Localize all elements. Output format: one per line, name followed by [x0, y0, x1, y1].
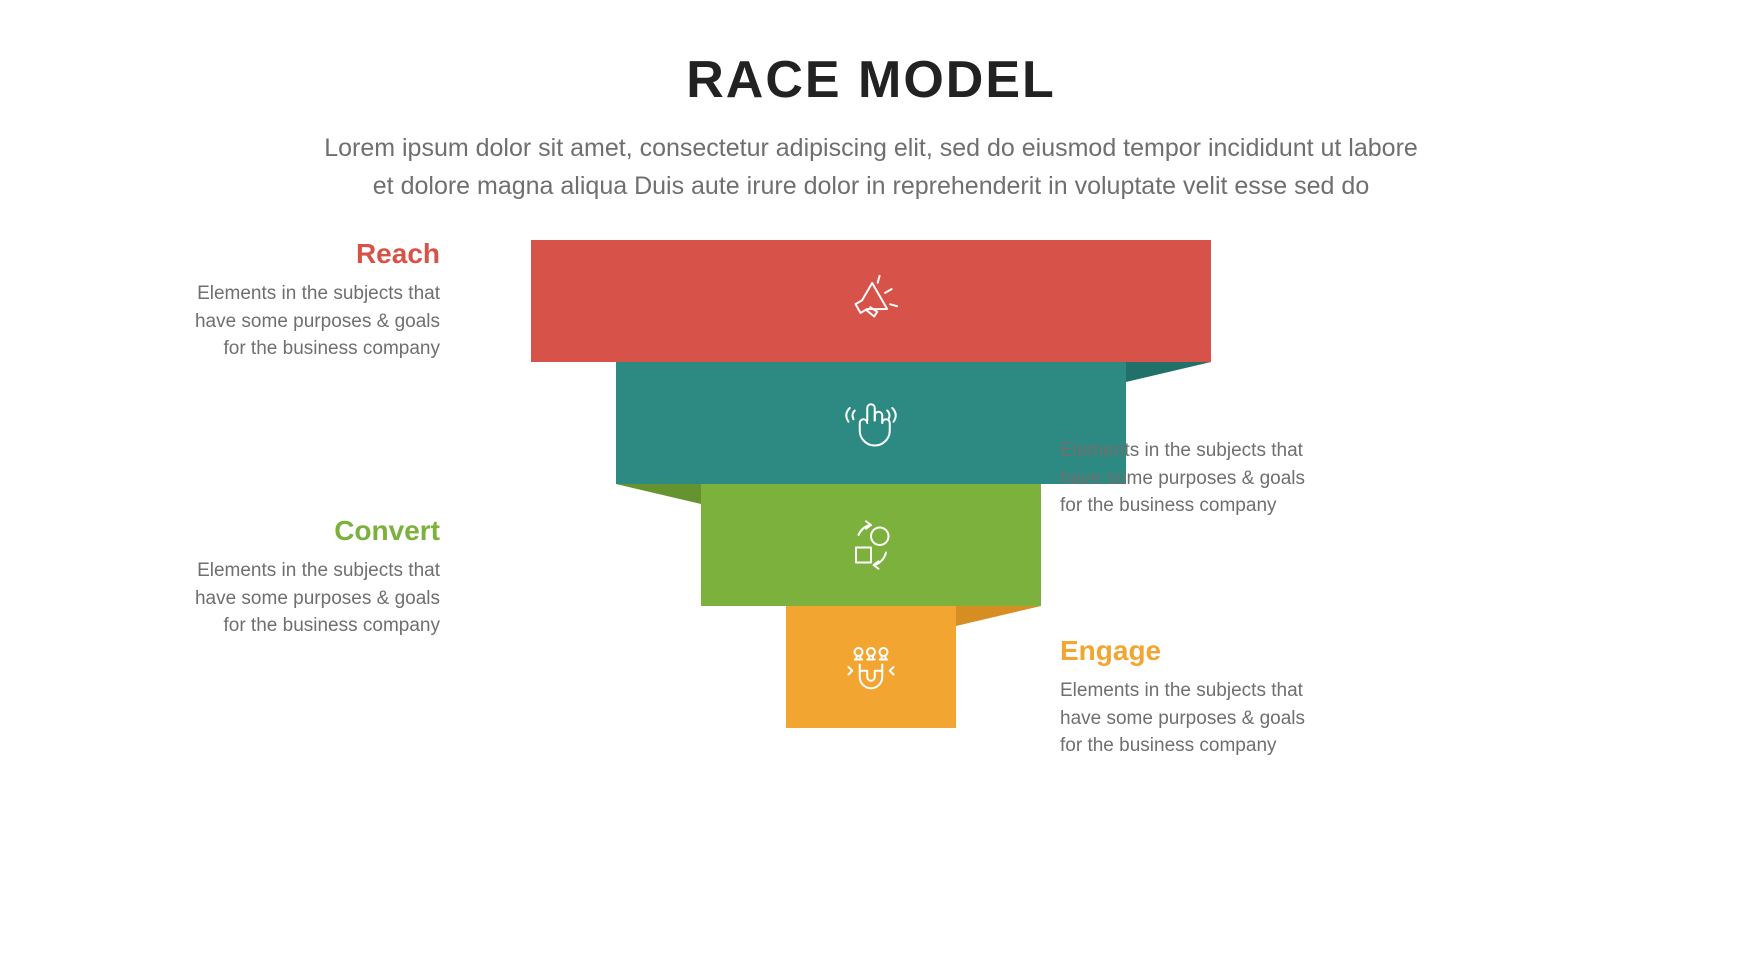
- stage-label-engage: Engage Elements in the subjects that have…: [1060, 635, 1370, 760]
- tap-icon: [841, 393, 901, 453]
- stage-label-convert: Convert Elements in the subjects that hav…: [130, 515, 440, 640]
- stage-title: Act: [1060, 395, 1370, 427]
- funnel-bar-1: [616, 362, 1126, 484]
- megaphone-icon: [841, 271, 901, 331]
- page-title: RACE MODEL: [0, 50, 1742, 110]
- funnel-bar-3: [786, 606, 956, 728]
- page-subtitle: Lorem ipsum dolor sit amet, consectetur …: [121, 130, 1621, 205]
- funnel-fold-1: [1126, 362, 1211, 382]
- funnel-bar-2: [701, 484, 1041, 606]
- stage-title: Engage: [1060, 635, 1370, 667]
- stage-desc: Elements in the subjects that have some …: [130, 280, 440, 363]
- stage-desc: Elements in the subjects that have some …: [1060, 437, 1370, 520]
- stage-label-reach: Reach Elements in the subjects that have …: [130, 238, 440, 363]
- stage-title: Reach: [130, 238, 440, 270]
- funnel-fold-2: [616, 484, 701, 504]
- magnet-icon: [841, 637, 901, 697]
- funnel-fold-3: [956, 606, 1041, 626]
- stage-desc: Elements in the subjects that have some …: [1060, 677, 1370, 760]
- stage-label-act: Act Elements in the subjects that have so…: [1060, 395, 1370, 520]
- stage-desc: Elements in the subjects that have some …: [130, 557, 440, 640]
- cycle-icon: [841, 515, 901, 575]
- stage-title: Convert: [130, 515, 440, 547]
- funnel-bar-0: [531, 240, 1211, 362]
